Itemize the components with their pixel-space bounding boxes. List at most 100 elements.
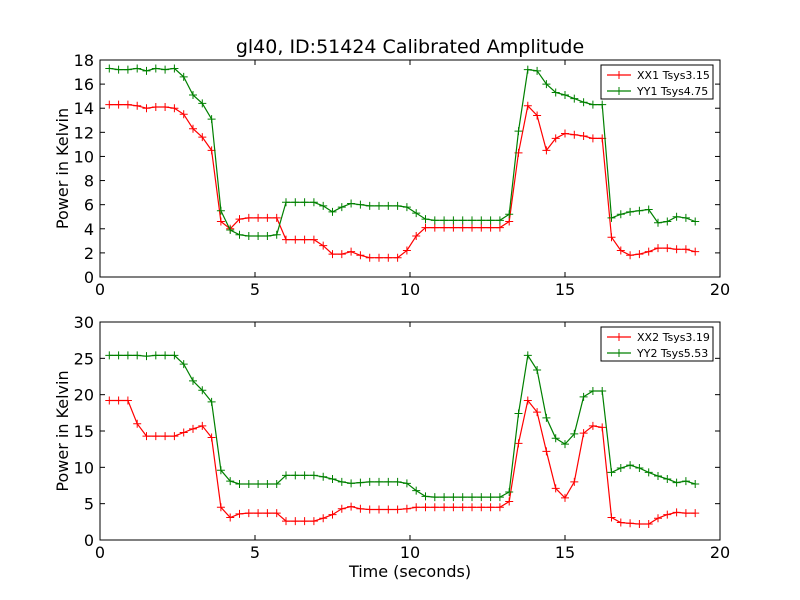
data-point-yy1 [142, 66, 151, 75]
data-point-yy1 [328, 207, 337, 216]
data-point-yy1 [635, 206, 644, 215]
data-point-yy1 [254, 232, 263, 241]
data-point-yy1 [170, 64, 179, 73]
data-point-xx1 [198, 133, 207, 142]
data-point-xx2 [477, 503, 486, 512]
bottom-x-tick-label: 0 [95, 543, 105, 562]
data-point-yy2 [375, 477, 383, 486]
data-point-yy1 [216, 206, 225, 215]
data-point-xx1 [468, 223, 476, 232]
data-point-xx2 [309, 517, 318, 526]
data-point-xx2 [365, 505, 374, 514]
data-point-yy1 [672, 212, 681, 221]
data-point-yy1 [291, 198, 300, 207]
top-x-tick-label: 20 [710, 280, 730, 299]
data-point-xx1 [300, 235, 309, 244]
data-point-yy1 [402, 203, 411, 212]
legend-marker-yy2 [615, 349, 623, 357]
data-point-xx1 [123, 100, 132, 109]
data-point-xx2 [114, 396, 123, 405]
data-point-yy2 [254, 480, 263, 489]
top-y-tick-label: 2 [84, 244, 94, 263]
data-point-yy1 [384, 201, 393, 210]
data-point-yy2 [635, 464, 644, 473]
top-y-tick-label: 16 [74, 75, 94, 94]
data-point-xx2 [458, 503, 467, 512]
data-point-xx1 [616, 246, 625, 255]
bottom-axis-ticks: 0 5 10 15 20 0 5 10 15 20 25 30 [74, 313, 731, 562]
legend-label-xx1: XX1 Tsys3.15 [637, 69, 710, 82]
data-point-yy2 [505, 488, 514, 497]
data-point-xx2 [189, 424, 197, 433]
data-point-xx1 [458, 223, 467, 232]
data-point-yy1 [561, 90, 569, 99]
data-point-xx1 [170, 104, 179, 113]
data-point-xx1 [114, 100, 123, 109]
data-point-xx2 [644, 520, 653, 529]
data-point-yy2 [672, 478, 681, 487]
data-point-yy2 [216, 466, 225, 475]
data-point-xx2 [151, 432, 160, 441]
data-point-xx1 [607, 233, 616, 242]
legend-label-yy1: YY1 Tsys4.75 [636, 85, 708, 98]
data-point-yy2 [421, 492, 430, 501]
data-point-xx2 [588, 421, 597, 430]
data-point-xx2 [300, 517, 309, 526]
data-point-xx1 [161, 103, 170, 112]
data-point-xx1 [216, 217, 225, 226]
bottom-y-tick-label: 10 [74, 458, 94, 477]
data-point-xx1 [356, 251, 365, 260]
data-point-xx2 [216, 503, 225, 512]
data-point-yy2 [449, 493, 458, 502]
data-point-yy2 [626, 461, 635, 470]
data-point-xx2 [626, 519, 635, 528]
data-point-xx1 [421, 223, 430, 232]
data-point-yy1 [161, 65, 170, 74]
data-point-xx2 [347, 502, 356, 511]
data-point-yy2 [328, 474, 337, 483]
bottom-legend-box [600, 326, 714, 362]
bottom-x-tick-label: 20 [710, 543, 730, 562]
data-point-yy1 [309, 198, 318, 207]
top-y-tick-label: 14 [74, 99, 94, 118]
series-line-yy2 [109, 353, 696, 498]
data-point-xx2 [319, 514, 328, 523]
data-point-yy2 [393, 477, 402, 486]
data-point-xx1 [644, 247, 653, 256]
data-point-xx1 [319, 241, 328, 250]
data-point-xx1 [495, 223, 504, 232]
data-point-yy2 [486, 493, 495, 502]
data-point-yy2 [356, 478, 365, 487]
data-point-yy2 [300, 471, 309, 480]
data-point-yy1 [244, 232, 253, 241]
data-point-xx1 [412, 232, 421, 241]
data-point-yy1 [579, 98, 588, 107]
data-point-yy2 [272, 480, 281, 489]
data-point-yy2 [114, 351, 123, 360]
data-point-yy2 [523, 351, 532, 360]
data-point-yy2 [691, 480, 700, 489]
top-y-tick-label: 10 [74, 147, 94, 166]
top-x-tick-label: 10 [400, 280, 420, 299]
data-point-yy2 [151, 351, 160, 360]
data-point-yy2 [495, 493, 504, 502]
data-point-yy1 [505, 210, 514, 219]
data-point-yy1 [598, 100, 607, 109]
data-point-yy2 [235, 480, 244, 489]
data-point-xx2 [514, 439, 523, 448]
data-point-xx2 [672, 508, 681, 517]
data-point-yy2 [654, 472, 662, 481]
data-point-yy2 [477, 493, 486, 502]
data-point-yy1 [570, 94, 579, 103]
data-point-yy1 [189, 90, 197, 99]
data-point-yy2 [133, 351, 142, 360]
legend-label-yy2: YY2 Tsys5.53 [636, 347, 708, 360]
data-point-yy1 [375, 201, 383, 210]
data-point-xx2 [226, 513, 235, 522]
top-y-axis-label: Power in Kelvin [53, 108, 72, 229]
data-point-xx2 [272, 509, 281, 518]
data-point-yy1 [477, 216, 486, 225]
data-point-yy2 [644, 468, 653, 477]
